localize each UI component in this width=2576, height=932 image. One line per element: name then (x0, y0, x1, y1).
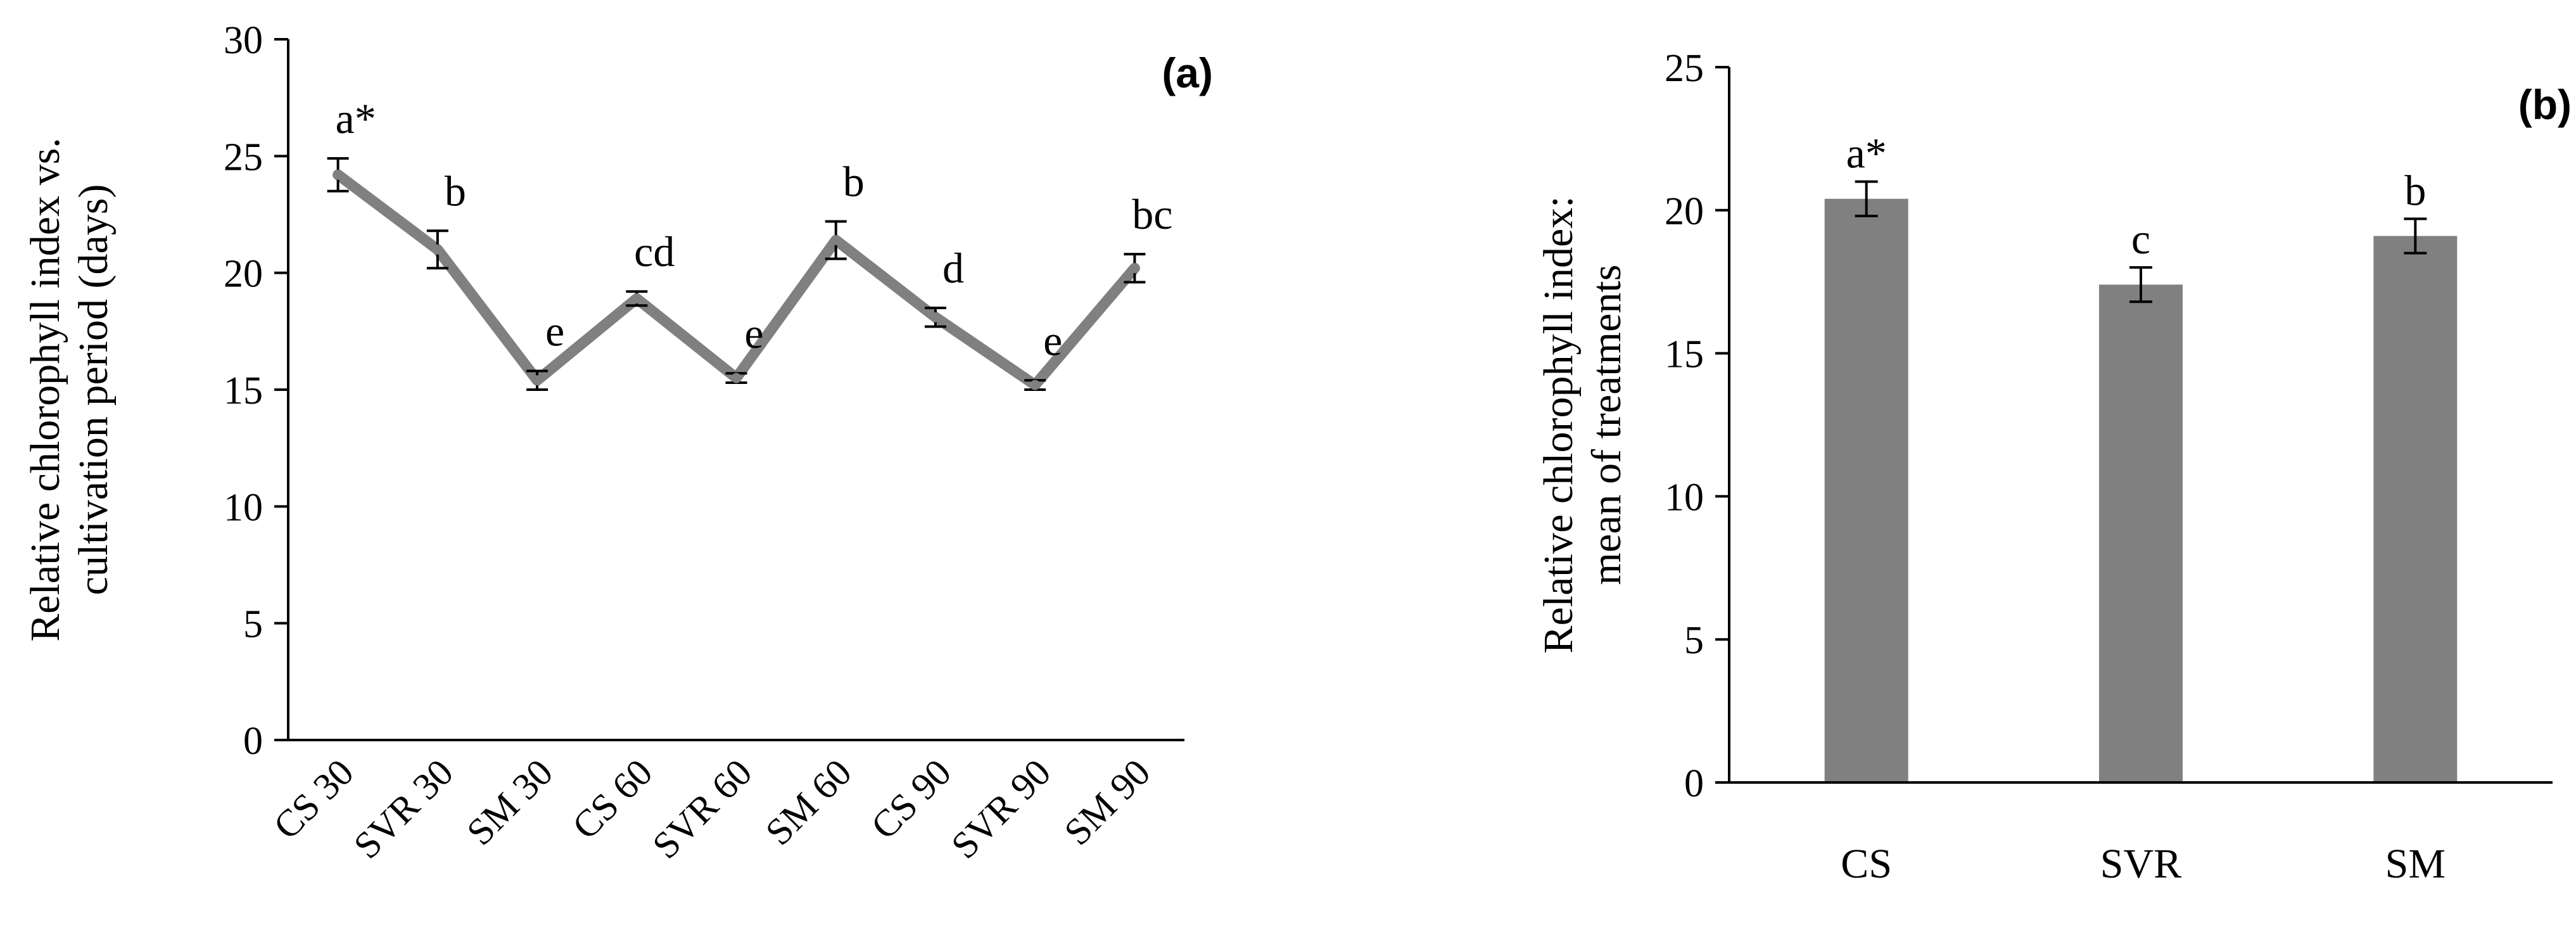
data-point-a (432, 244, 443, 255)
y-tick-label-b: 15 (1665, 333, 1704, 376)
significance-letter-a: b (843, 158, 865, 206)
x-tick-label-a: SM 90 (1056, 751, 1158, 853)
x-tick-label-b: SM (2385, 841, 2446, 887)
significance-letter-a: a* (336, 94, 376, 143)
significance-letter-a: b (445, 167, 466, 215)
bar-b (1824, 198, 1908, 783)
panel-label-b: (b) (2518, 81, 2572, 128)
x-tick-label-a: CS 90 (863, 751, 960, 848)
data-point-a (830, 235, 841, 246)
y-axis-title-a: Relative chlorophyll index vs. (22, 137, 68, 642)
y-axis-title-b: Relative chlorophyll index: (1535, 196, 1582, 653)
significance-letter-a: e (1043, 316, 1062, 364)
significance-letter-a: bc (1132, 190, 1172, 238)
x-tick-label-a: SVR 60 (644, 751, 759, 867)
data-point-a (532, 375, 543, 386)
y-axis-title-b: mean of treatments (1583, 265, 1630, 585)
y-tick-label-a: 10 (224, 486, 263, 529)
y-tick-label-a: 20 (224, 253, 263, 296)
y-tick-label-a: 15 (224, 369, 263, 412)
data-point-a (1030, 380, 1041, 390)
significance-letter-a: cd (634, 227, 675, 276)
x-tick-label-b: CS (1841, 841, 1892, 887)
chart-b-bar: 0 5 10 15 20 25 Relative chlorophyll index: mea… (1535, 47, 2572, 887)
y-tick-label-a: 30 (224, 19, 263, 62)
data-point-a (1129, 263, 1140, 274)
x-tick-label-a: SVR 30 (346, 751, 461, 867)
significance-letter-a: e (744, 309, 763, 357)
y-tick-label-b: 10 (1665, 476, 1704, 519)
significance-letter-b: b (2404, 166, 2426, 214)
significance-letter-b: c (2131, 215, 2150, 263)
data-point-a (930, 312, 941, 322)
x-tick-label-a: CS 30 (265, 751, 362, 848)
y-tick-label-b: 5 (1684, 619, 1704, 662)
y-tick-label-b: 20 (1665, 190, 1704, 233)
y-tick-label-b: 0 (1684, 762, 1704, 805)
bar-b (2099, 284, 2183, 782)
y-tick-label-b: 25 (1665, 47, 1704, 90)
x-tick-label-a: SM 30 (459, 751, 561, 853)
significance-letter-a: d (942, 244, 964, 292)
y-tick-label-a: 25 (224, 136, 263, 179)
data-point-a (333, 169, 343, 180)
y-axis-title-a: cultivation period (days) (70, 184, 117, 596)
significance-letter-a: e (545, 307, 564, 355)
data-point-a (631, 293, 642, 304)
x-tick-label-a: SM 60 (758, 751, 860, 853)
bar-b (2373, 236, 2458, 783)
significance-letter-b: a* (1846, 129, 1887, 177)
y-tick-label-a: 5 (243, 603, 263, 646)
x-tick-label-a: CS 60 (564, 751, 661, 848)
x-tick-label-b: SVR (2100, 841, 2181, 887)
data-point-a (731, 373, 742, 383)
y-tick-label-a: 0 (243, 720, 263, 763)
chart-a-line: 0 5 10 15 20 25 30 Relative chlorophyll index v… (22, 19, 1213, 867)
x-tick-label-a: SVR 90 (943, 751, 1058, 867)
panel-label-a: (a) (1162, 49, 1213, 96)
